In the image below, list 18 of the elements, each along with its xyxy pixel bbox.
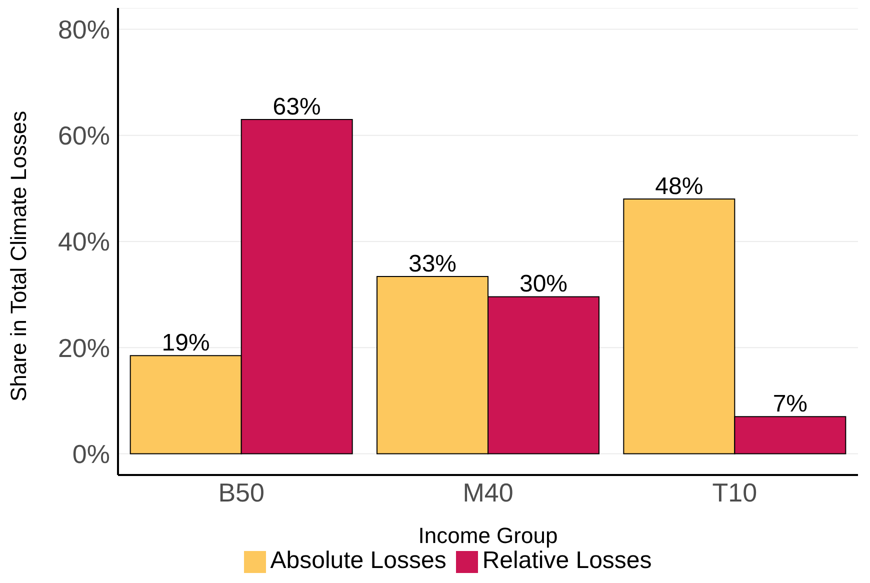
data-label: 19% [162,330,210,357]
y-tick-label: 40% [58,226,110,257]
data-label: 7% [772,390,808,418]
legend-label: Absolute Losses [270,547,446,574]
data-label: 33% [408,250,457,278]
x-tick-label: B50 [218,477,264,508]
legend-label: Relative Losses [482,547,652,574]
x-tick-label: T10 [712,477,758,508]
data-label: 30% [519,270,568,298]
x-tick-label: M40 [462,477,514,508]
y-tick-label: 80% [58,14,110,44]
data-label: 63% [272,93,321,120]
y-tick-label: 60% [58,120,110,151]
y-tick-label: 20% [58,332,110,363]
y-axis-title: Share in Total Climate Losses [6,110,31,402]
x-axis-title: Income Group [418,523,558,548]
y-tick-label: 0% [72,439,110,470]
data-label: 48% [655,173,704,200]
